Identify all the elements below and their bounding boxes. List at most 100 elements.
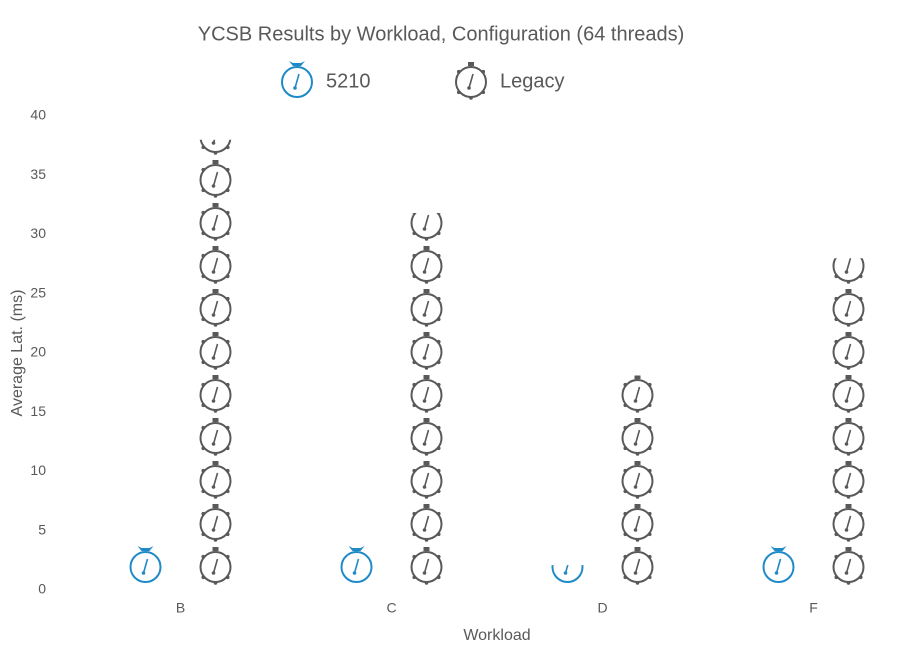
stopwatch-icon xyxy=(832,254,865,284)
icon-face xyxy=(129,551,162,583)
icon-dot xyxy=(201,188,206,193)
stopwatch-icon xyxy=(832,547,865,585)
icon-dot xyxy=(647,382,652,387)
x-axis-title: Workload xyxy=(463,627,530,644)
icon-pivot xyxy=(211,528,216,532)
stopwatch-icon xyxy=(199,375,232,413)
icon-hand xyxy=(423,343,430,359)
icon-crown xyxy=(423,375,430,379)
icon-pivot xyxy=(844,442,849,446)
icon-dot xyxy=(213,237,218,241)
icon-pivot xyxy=(633,399,638,403)
icon-pivot xyxy=(422,528,427,532)
stopwatch-icon xyxy=(621,504,654,542)
icon-crown xyxy=(349,503,365,508)
icon-pivot xyxy=(844,356,849,360)
icon-hand xyxy=(212,429,219,445)
icon-dot xyxy=(412,296,417,301)
icon-dot xyxy=(424,581,429,585)
icon-dot xyxy=(213,366,218,370)
icon-dot xyxy=(481,69,486,74)
icon-dot xyxy=(201,511,206,516)
icon-crown xyxy=(845,461,852,465)
icon-dot xyxy=(834,403,839,408)
icon-crown xyxy=(845,418,852,422)
icon-dot xyxy=(201,145,206,150)
icon-pivot xyxy=(844,313,849,317)
icon-pivot xyxy=(844,270,849,274)
icon-dot xyxy=(858,360,863,365)
icon-dot xyxy=(647,489,652,494)
icon-dot xyxy=(436,489,441,494)
icon-dot xyxy=(436,339,441,344)
icon-dot xyxy=(647,511,652,516)
stopwatch-icon xyxy=(551,565,584,583)
icon-dot xyxy=(225,167,230,172)
stopwatch-icon xyxy=(455,62,487,100)
icon-hand xyxy=(845,258,852,273)
icon-crown xyxy=(423,418,430,422)
icon-dot xyxy=(635,538,640,542)
icon-dot xyxy=(436,532,441,537)
icon-dot xyxy=(201,403,206,408)
icon-dot xyxy=(834,425,839,430)
icon-pivot xyxy=(211,227,216,231)
icon-pivot xyxy=(293,86,297,90)
stopwatch-icon xyxy=(199,461,232,499)
icon-crown xyxy=(212,504,219,508)
icon-crown xyxy=(634,418,641,422)
icon-hand xyxy=(845,515,852,531)
icon-dot xyxy=(647,425,652,430)
icon-dot xyxy=(412,554,417,559)
icon-dot xyxy=(225,511,230,516)
icon-dot xyxy=(635,452,640,456)
bar xyxy=(551,565,584,583)
icon-dot xyxy=(834,254,838,258)
stopwatch-icon xyxy=(199,139,232,155)
icon-dot xyxy=(201,575,206,580)
icon-dot xyxy=(834,532,839,537)
icon-dot xyxy=(635,495,640,499)
icon-dot xyxy=(859,254,863,258)
icon-pivot xyxy=(467,86,471,90)
icon-dot xyxy=(201,231,206,236)
stopwatch-icon xyxy=(832,375,865,413)
icon-dot xyxy=(436,403,441,408)
icon-face xyxy=(131,509,161,539)
icon-hand xyxy=(634,472,641,488)
icon-hand xyxy=(212,171,219,187)
icon-pivot xyxy=(633,442,638,446)
icon-dot xyxy=(456,90,461,95)
icon-dot xyxy=(623,511,628,516)
icon-hand xyxy=(142,558,149,574)
stopwatch-icon xyxy=(199,160,232,198)
icon-dot xyxy=(648,340,652,344)
icon-crown xyxy=(845,289,852,293)
icon-dot xyxy=(436,425,441,430)
icon-dot xyxy=(412,339,417,344)
stopwatch-icon xyxy=(832,289,865,327)
icon-face xyxy=(762,551,795,583)
icon-cap xyxy=(352,548,361,551)
bar xyxy=(410,213,443,585)
icon-dot xyxy=(225,468,230,473)
stopwatch-icon xyxy=(131,503,161,539)
bar xyxy=(340,503,373,583)
bar xyxy=(762,503,795,583)
icon-pivot xyxy=(774,571,779,575)
icon-crown xyxy=(212,547,219,551)
icon-hand xyxy=(845,558,852,574)
icon-crown xyxy=(212,418,219,422)
icon-cap xyxy=(774,548,783,551)
icon-dot xyxy=(213,581,218,585)
icon-dot xyxy=(424,495,429,499)
icon-dot xyxy=(623,575,628,580)
icon-pivot xyxy=(633,485,638,489)
icon-dot xyxy=(436,468,441,473)
icon-dot xyxy=(858,446,863,451)
icon-pivot xyxy=(211,313,216,317)
icon-dot xyxy=(858,296,863,301)
icon-crown xyxy=(423,246,430,250)
stopwatch-icon xyxy=(764,503,794,539)
icon-dot xyxy=(225,575,230,580)
